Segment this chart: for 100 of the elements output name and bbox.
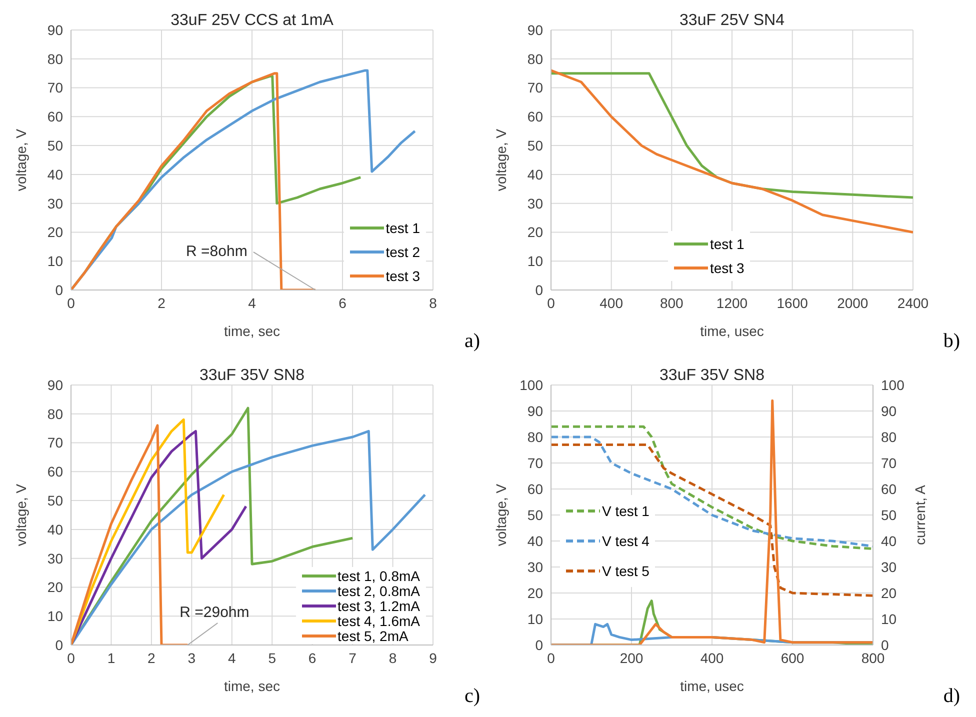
y-tick-label: 60 (47, 108, 64, 125)
line-series (71, 430, 426, 645)
y-tick-label: 40 (47, 166, 64, 182)
x-tick-label: 1 (107, 650, 116, 666)
y-tick-label: 0 (55, 636, 64, 653)
y-tick-label: 60 (527, 108, 544, 125)
y-tick-label: 50 (527, 506, 544, 523)
chart-title: 33uF 25V SN4 (674, 12, 790, 29)
y-tick-label: 20 (527, 584, 544, 601)
legend-label: test 1 (710, 236, 744, 252)
y-tick-label: 70 (47, 434, 64, 451)
y-tick-label: 90 (47, 376, 64, 393)
y-tick-label: 60 (527, 480, 544, 497)
x-tick-label: 6 (338, 294, 347, 311)
y2-tick-label: 10 (881, 610, 897, 627)
y2-tick-label: 40 (881, 532, 897, 549)
y2-tick-label: 100 (881, 376, 905, 393)
x-axis-title: time, sec (224, 678, 280, 694)
chart-title: 33uF 25V CCS at 1mA (164, 12, 340, 29)
y-tick-label: 10 (527, 610, 544, 627)
legend-label: test 5, 2mA (338, 628, 408, 644)
x-tick-label: 8 (429, 294, 438, 311)
text: a) (464, 330, 480, 353)
x-tick-label: 600 (780, 650, 804, 666)
y-tick-label: 40 (527, 532, 544, 549)
y-tick-label: 80 (47, 406, 64, 422)
y-axis-title: voltage, V (492, 128, 509, 192)
x-tick-label: 4 (228, 650, 236, 666)
y2-tick-label: 60 (881, 480, 897, 497)
y2-axis-title: current, A (912, 484, 928, 545)
y-tick-label: 90 (527, 402, 544, 419)
x-tick-label: 1600 (776, 294, 808, 311)
y-tick-label: 20 (527, 224, 544, 240)
legend-label: test 3 (710, 260, 744, 276)
y-tick-label: 50 (47, 138, 64, 154)
x-tick-label: 5 (268, 650, 276, 666)
line-series (551, 444, 873, 597)
y-tick-label: 40 (47, 521, 64, 538)
y-tick-label: 30 (527, 558, 544, 575)
y-tick-label: 70 (527, 454, 544, 471)
y2-tick-label: 20 (881, 584, 897, 601)
y2-tick-label: 70 (881, 454, 897, 471)
y-tick-label: 30 (47, 550, 64, 566)
y-tick-label: 10 (47, 253, 64, 270)
y-tick-label: 70 (527, 80, 544, 96)
text: c) (464, 685, 480, 708)
legend-label: test 4, 1.6mA (338, 612, 420, 628)
chart-title: 33uF 35V SN8 (654, 367, 770, 384)
x-tick-label: 200 (620, 650, 644, 666)
y-axis-title: voltage, V (492, 483, 509, 546)
legend-label: V test 4 (602, 533, 650, 549)
x-tick-label: 400 (600, 294, 624, 311)
line-series (71, 430, 248, 645)
x-tick-label: 2000 (837, 294, 868, 311)
text: d) (943, 685, 960, 708)
annotation: R =29ohm (180, 604, 250, 621)
y-tick-label: 80 (47, 50, 64, 67)
x-tick-label: 8 (388, 650, 397, 666)
y-tick-label: 50 (527, 138, 544, 154)
line-series (551, 69, 913, 234)
x-tick-label: 3 (188, 650, 196, 666)
y-tick-label: 40 (527, 166, 544, 182)
text: b) (943, 330, 960, 353)
x-tick-label: 9 (429, 650, 438, 666)
line-series (71, 424, 189, 645)
x-tick-label: 0 (67, 650, 76, 666)
legend-label: test 3 (386, 268, 420, 284)
y-tick-label: 30 (527, 195, 544, 212)
y-tick-label: 10 (527, 253, 544, 270)
y-tick-label: 0 (535, 636, 544, 653)
y-tick-label: 60 (47, 464, 64, 480)
x-tick-label: 4 (248, 294, 256, 311)
y2-tick-label: 30 (881, 558, 897, 575)
y-tick-label: 80 (527, 50, 544, 67)
y-axis-title: voltage, V (12, 483, 29, 546)
y-tick-label: 0 (535, 282, 544, 298)
x-tick-label: 7 (348, 650, 357, 666)
x-tick-label: 0 (547, 650, 556, 666)
x-tick-label: 6 (308, 650, 316, 666)
legend-label: V test 5 (602, 563, 650, 579)
y-tick-label: 10 (47, 608, 64, 624)
y2-tick-label: 90 (881, 402, 897, 419)
x-axis-title: time, usec (680, 678, 744, 694)
y-tick-label: 20 (47, 579, 64, 596)
y-axis-title: voltage, V (12, 128, 29, 192)
y-tick-label: 30 (47, 195, 64, 212)
y2-tick-label: 50 (881, 506, 897, 523)
legend-label: test 3, 1.2mA (338, 598, 420, 614)
line-series (71, 72, 317, 290)
y-tick-label: 50 (47, 492, 64, 509)
x-tick-label: 2 (148, 650, 156, 666)
x-tick-label: 0 (547, 294, 556, 311)
x-tick-label: 400 (700, 650, 724, 666)
x-tick-label: 2 (158, 294, 166, 311)
y-tick-label: 90 (527, 22, 544, 38)
legend-label: V test 1 (602, 503, 650, 519)
legend-label: test 2 (386, 244, 420, 260)
y-tick-label: 100 (520, 376, 544, 393)
legend-label: test 1, 0.8mA (338, 568, 420, 584)
legend-label: test 1 (386, 220, 420, 236)
